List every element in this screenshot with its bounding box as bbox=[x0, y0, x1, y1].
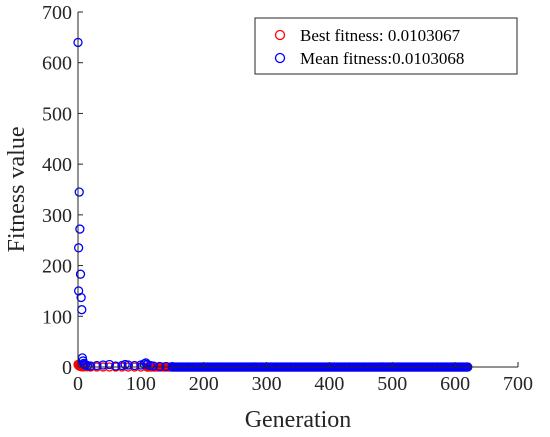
legend: Best fitness: 0.0103067 Mean fitness:0.0… bbox=[254, 17, 518, 75]
data-point bbox=[120, 359, 130, 370]
y-tick-label: 400 bbox=[42, 154, 72, 176]
data-point bbox=[111, 361, 121, 371]
x-tick-label: 700 bbox=[503, 373, 533, 395]
y-ticks: 0 100 200 300 400 500 600 700 bbox=[42, 2, 83, 379]
y-axis-title: Fitness value bbox=[4, 127, 30, 253]
data-point bbox=[76, 292, 86, 303]
y-tick-label: 500 bbox=[42, 103, 72, 125]
data-point bbox=[75, 224, 85, 234]
data-point bbox=[75, 269, 86, 279]
y-tick-label: 300 bbox=[42, 205, 72, 227]
legend-marker-best bbox=[274, 29, 286, 41]
series-1 bbox=[73, 37, 473, 372]
legend-marker-mean bbox=[274, 52, 286, 64]
x-tick-label: 0 bbox=[73, 373, 83, 395]
legend-entry-best: Best fitness: 0.0103067 bbox=[300, 26, 461, 45]
x-tick-label: 300 bbox=[252, 373, 282, 395]
data-point bbox=[155, 361, 165, 372]
data-point bbox=[77, 305, 87, 315]
data-points bbox=[73, 37, 473, 372]
data-point bbox=[85, 361, 96, 371]
data-point bbox=[74, 187, 84, 197]
data-point bbox=[145, 360, 155, 371]
data-point bbox=[129, 360, 140, 371]
legend-box bbox=[254, 17, 518, 75]
legend-entry-mean: Mean fitness:0.0103068 bbox=[300, 49, 464, 68]
y-tick-label: 700 bbox=[42, 2, 72, 24]
plot-area: 0 100 200 300 400 500 600 700 0 100 200 300 400 500 6… bbox=[42, 2, 533, 395]
x-tick-label: 600 bbox=[440, 373, 470, 395]
data-point bbox=[82, 360, 93, 371]
x-tick-label: 500 bbox=[377, 373, 407, 395]
y-tick-label: 200 bbox=[42, 256, 72, 278]
data-point bbox=[73, 243, 84, 253]
x-ticks: 0 100 200 300 400 500 600 700 bbox=[73, 362, 533, 395]
data-point bbox=[104, 359, 115, 370]
y-tick-label: 0 bbox=[62, 357, 72, 379]
data-point bbox=[92, 360, 102, 371]
data-point bbox=[148, 361, 159, 371]
x-axis-title: Generation bbox=[245, 407, 352, 433]
y-tick-label: 600 bbox=[42, 53, 72, 75]
data-point bbox=[123, 360, 133, 370]
x-tick-label: 200 bbox=[189, 373, 219, 395]
data-point bbox=[98, 360, 108, 370]
x-tick-label: 100 bbox=[126, 373, 156, 395]
y-tick-label: 100 bbox=[42, 306, 72, 328]
x-tick-label: 400 bbox=[314, 373, 344, 395]
